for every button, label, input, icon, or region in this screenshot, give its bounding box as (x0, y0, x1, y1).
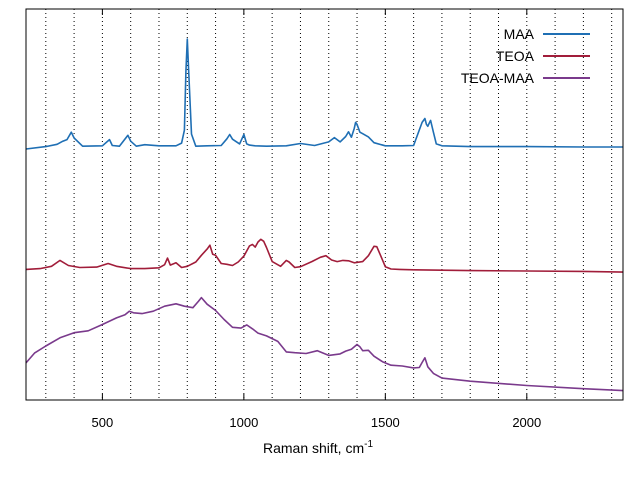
plot-frame (25, 8, 624, 401)
legend-label: TEOA (496, 48, 535, 64)
series-line-maa (25, 38, 623, 150)
x-tick-label: 1000 (229, 415, 258, 430)
x-tick-label: 500 (92, 415, 114, 430)
x-axis-ticks: 500 1000 1500 2000 (92, 9, 541, 430)
x-axis-label-superscript: -1 (364, 439, 373, 450)
series-lines (25, 38, 624, 392)
x-axis-label-text: Raman shift, cm (263, 440, 364, 456)
legend: MAA TEOA TEOA-MAA (461, 26, 590, 86)
grid-lines (45, 9, 613, 400)
x-tick-label: 1500 (371, 415, 400, 430)
x-axis-label: Raman shift, cm-1 (263, 439, 373, 456)
legend-label: MAA (504, 26, 535, 42)
legend-label: TEOA-MAA (461, 70, 535, 86)
x-tick-label: 2000 (512, 415, 541, 430)
series-line-teoa-maa (25, 296, 624, 392)
series-line-teoa (25, 238, 624, 273)
